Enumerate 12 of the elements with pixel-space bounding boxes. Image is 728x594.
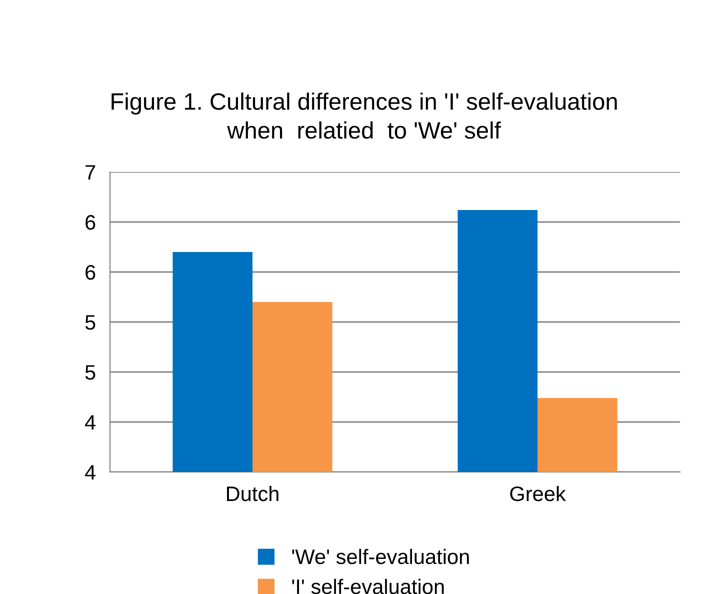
y-tick-label: 4 [85, 415, 96, 430]
y-tick-label: 7 [86, 165, 96, 180]
x-tick-label: Greek [510, 486, 566, 502]
legend-label: 'I' self-evaluation [292, 578, 444, 594]
legend-label: 'We' self-evaluation [292, 548, 469, 564]
x-tick-label: Dutch [227, 486, 278, 502]
y-tick-label: 4 [85, 465, 96, 480]
chart-title: Figure 1. Cultural differences in 'I' self-evaluation when relatied to 'We' self [112, 92, 617, 139]
y-tick-label: 5 [85, 315, 96, 330]
y-tick-label: 6 [86, 215, 96, 230]
y-tick-label: 5 [85, 365, 96, 380]
y-tick-label: 6 [86, 265, 96, 280]
